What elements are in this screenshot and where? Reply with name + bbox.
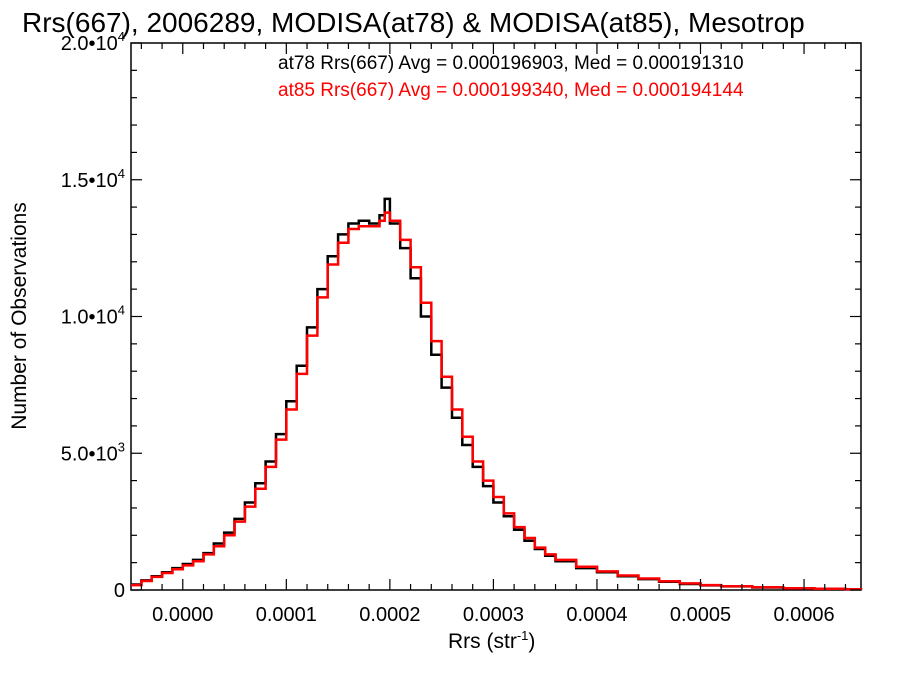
x-tick-label: 0.0000 bbox=[152, 604, 213, 626]
x-tick-label: 0.0001 bbox=[256, 604, 317, 626]
x-axis-label-main: Rrs (str bbox=[448, 630, 517, 653]
series-line-at85 bbox=[131, 211, 863, 591]
series-layer bbox=[131, 197, 863, 591]
tick-layer: 0.0000 0.0001 0.0002 0.0003 0.0004 0.0005 0.00… bbox=[61, 29, 861, 626]
x-tick-label: 0.0006 bbox=[773, 604, 834, 626]
y-tick-label: 1.0•104 bbox=[61, 303, 125, 329]
x-tick-label: 0.0004 bbox=[566, 604, 627, 626]
stats-line-at85: at85 Rrs(667) Avg = 0.000199340, Med = 0… bbox=[278, 80, 744, 101]
x-axis-label-close: ) bbox=[528, 630, 535, 653]
x-axis-label: Rrs (str-1) bbox=[448, 628, 535, 653]
y-axis-label: Number of Observations bbox=[8, 202, 31, 430]
y-tick-label: 5.0•103 bbox=[61, 439, 125, 465]
stats-line-at78: at78 Rrs(667) Avg = 0.000196903, Med = 0… bbox=[278, 53, 744, 74]
y-tick-label: 1.5•104 bbox=[61, 166, 125, 192]
y-tick-label: 2.0•104 bbox=[61, 29, 125, 55]
x-tick-label: 0.0002 bbox=[359, 604, 420, 626]
series-line-at78 bbox=[131, 197, 863, 591]
x-axis-label-exp: -1 bbox=[517, 628, 529, 643]
x-tick-label: 0.0003 bbox=[463, 604, 524, 626]
plot-frame bbox=[130, 42, 862, 591]
x-tick-label: 0.0005 bbox=[670, 604, 731, 626]
chart-title: Rrs(667), 2006289, MODISA(at78) & MODISA… bbox=[22, 7, 805, 38]
y-tick-label: 0 bbox=[114, 580, 125, 602]
